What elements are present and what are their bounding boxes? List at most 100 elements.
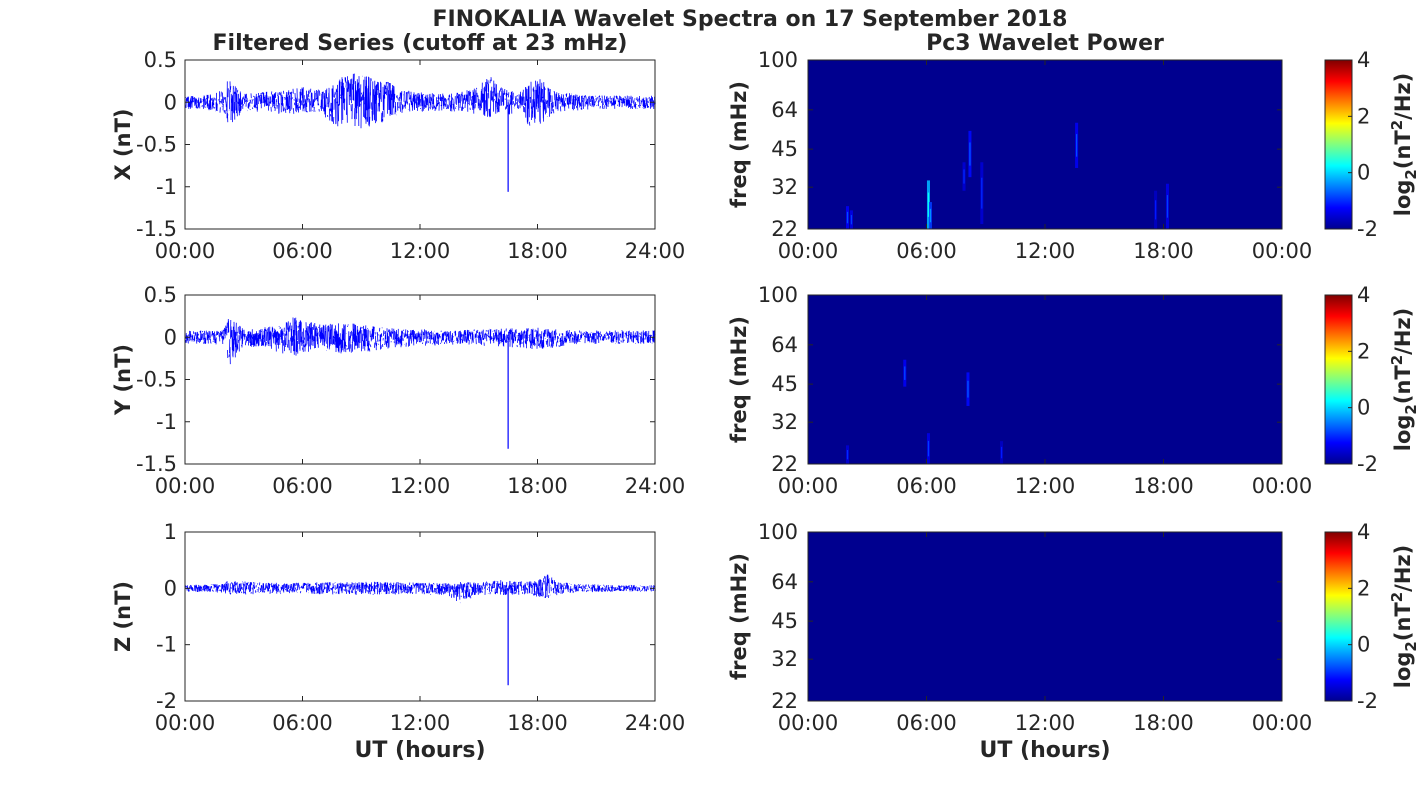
- x-tick-label: 18:00: [1133, 239, 1194, 263]
- colorbar-tick-label: 4: [1357, 283, 1370, 307]
- y-tick-label: 32: [771, 175, 798, 199]
- y-tick-label: -1: [156, 633, 177, 657]
- y-tick-label: 0: [164, 576, 177, 600]
- colorbar-tick-label: -2: [1357, 452, 1378, 476]
- timeseries-panel-x: 0.5 0 -0.5 -1 -1.500:00 06:00 12:00 18:00 24:00 X…: [111, 48, 685, 263]
- panels-group: 0.5 0 -0.5 -1 -1.5 00:00 06:00 12:00 18:00 24:00 X…: [111, 48, 1418, 735]
- x-tick-label: 12:00: [1015, 711, 1076, 735]
- colorbar-tick-label: -2: [1357, 689, 1378, 713]
- left-column-title: Filtered Series (cutoff at 23 mHz): [213, 31, 628, 56]
- power-hotspot-core: [850, 215, 853, 225]
- y-axis-label: X (nT): [111, 109, 135, 181]
- colorbar-label: log2(nT2/Hz): [1388, 73, 1418, 217]
- y-tick-label: 64: [771, 333, 798, 357]
- x-tick-label: 00:00: [1252, 711, 1313, 735]
- colorbar: [1324, 59, 1353, 230]
- colorbar-label-part: log: [1391, 180, 1415, 217]
- spectrogram-background: [808, 60, 1282, 229]
- y-axis-label: Y (nT): [111, 344, 135, 416]
- y-tick-label: -1.5: [136, 452, 177, 476]
- power-hotspot-core: [1155, 200, 1157, 220]
- colorbar-label-part: /Hz): [1391, 308, 1415, 355]
- x-tick-label: 24:00: [625, 239, 686, 263]
- y-tick-label: 100: [758, 283, 798, 307]
- power-hotspot-core: [1076, 134, 1078, 157]
- x-tick-label: 18:00: [507, 711, 568, 735]
- colorbar-label-part: /Hz): [1391, 545, 1415, 592]
- y-tick-label: -1: [156, 175, 177, 199]
- plot-frame: [184, 294, 656, 465]
- y-axis-label: freq (mHz): [727, 316, 751, 443]
- y-axis-label: freq (mHz): [727, 553, 751, 680]
- y-tick-label: -1.5: [136, 217, 177, 241]
- power-hotspot-core: [929, 208, 932, 223]
- colorbar-tick-label: 0: [1357, 633, 1370, 657]
- timeseries-panel-y: 0.5 0 -0.5 -1 -1.500:00 06:00 12:00 18:00 24:00 Y…: [111, 283, 685, 498]
- power-hotspot-core: [981, 177, 983, 209]
- power-hotspot-core: [846, 450, 849, 460]
- colorbar-label-part: 2: [1388, 592, 1406, 602]
- y-tick-label: 32: [771, 647, 798, 671]
- colorbar-label-part: 2: [1402, 641, 1418, 651]
- power-hotspot-core: [967, 380, 969, 398]
- y-tick-label: 45: [771, 137, 798, 161]
- x-tick-label: 00:00: [1252, 474, 1313, 498]
- plot-frame: [184, 59, 656, 230]
- colorbar-tick-label: 0: [1357, 161, 1370, 185]
- colorbar-label-part: 2: [1388, 355, 1406, 365]
- y-tick-label: 0.5: [144, 48, 177, 72]
- x-tick-label: 06:00: [272, 239, 333, 263]
- colorbar-label: log2(nT2/Hz): [1388, 545, 1418, 689]
- x-tick-label: 06:00: [896, 474, 957, 498]
- x-tick-label: 12:00: [1015, 474, 1076, 498]
- y-tick-label: 64: [771, 98, 798, 122]
- y-tick-label: -0.5: [136, 368, 177, 392]
- colorbar-tick-label: 2: [1357, 339, 1370, 363]
- power-hotspot-core: [1000, 446, 1003, 459]
- y-tick-label: 22: [771, 689, 798, 713]
- x-tick-label: 18:00: [1133, 711, 1194, 735]
- x-tick-label: 06:00: [896, 711, 957, 735]
- colorbar-tick-label: -2: [1357, 217, 1378, 241]
- y-tick-label: 100: [758, 48, 798, 72]
- x-axis-label-right: UT (hours): [979, 738, 1110, 763]
- plot-frame: [184, 531, 656, 702]
- y-tick-label: 22: [771, 217, 798, 241]
- x-tick-label: 18:00: [507, 239, 568, 263]
- x-tick-label: 12:00: [390, 711, 451, 735]
- colorbar-tick-label: 2: [1357, 576, 1370, 600]
- colorbar-label-part: /Hz): [1391, 73, 1415, 120]
- y-tick-label: 0: [164, 90, 177, 114]
- colorbar-label-part: (nT: [1391, 365, 1415, 405]
- power-hotspot-core: [963, 169, 965, 184]
- colorbar: [1324, 531, 1353, 702]
- x-tick-label: 12:00: [390, 239, 451, 263]
- y-axis-label: freq (mHz): [727, 81, 751, 208]
- timeseries-panel-z: 1 0 -1 -200:00 06:00 12:00 18:00 24:00 Z (nT): [111, 520, 685, 735]
- colorbar-tick-label: 4: [1357, 48, 1370, 72]
- x-tick-label: 24:00: [625, 711, 686, 735]
- colorbar-label-part: 2: [1388, 120, 1406, 130]
- x-tick-label: 12:00: [1015, 239, 1076, 263]
- figure-title: FINOKALIA Wavelet Spectra on 17 Septembe…: [433, 7, 1068, 32]
- power-hotspot-core: [969, 142, 971, 166]
- spectrogram-background: [808, 532, 1282, 701]
- x-tick-label: 00:00: [155, 711, 216, 735]
- colorbar-label: log2(nT2/Hz): [1388, 308, 1418, 452]
- x-tick-label: 00:00: [778, 474, 839, 498]
- y-axis-label: Z (nT): [111, 581, 135, 652]
- right-column-title: Pc3 Wavelet Power: [926, 31, 1164, 56]
- x-tick-label: 00:00: [778, 239, 839, 263]
- colorbar-label-part: log: [1391, 652, 1415, 689]
- y-tick-label: 45: [771, 609, 798, 633]
- power-hotspot-core: [904, 366, 906, 380]
- y-tick-label: 22: [771, 452, 798, 476]
- colorbar-label-part: (nT: [1391, 130, 1415, 170]
- colorbar-tick-label: 4: [1357, 520, 1370, 544]
- x-tick-label: 12:00: [390, 474, 451, 498]
- spectrogram-background: [808, 295, 1282, 464]
- x-tick-label: 06:00: [896, 239, 957, 263]
